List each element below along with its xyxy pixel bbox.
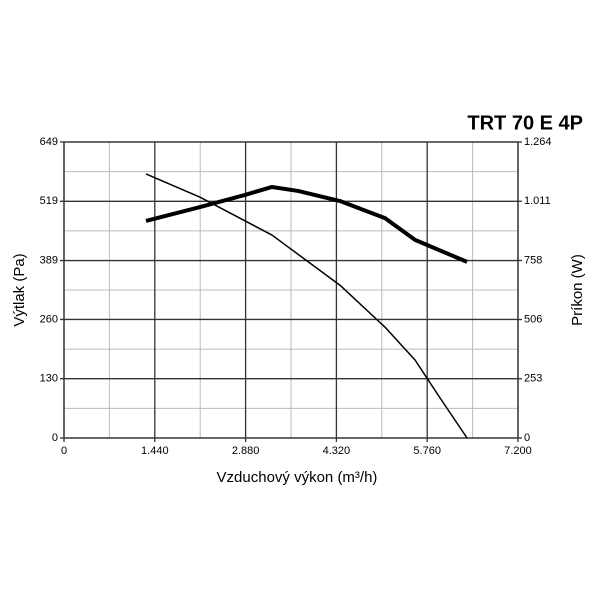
y-tick-label: 519 — [40, 195, 58, 207]
x-tick-label: 0 — [61, 445, 67, 457]
x-tick-label: 5.760 — [413, 445, 441, 457]
y-tick-label: 260 — [40, 313, 58, 325]
x-axis-label: Vzduchový výkon (m³/h) — [217, 469, 378, 486]
y2-axis-label: Príkon (W) — [569, 254, 586, 326]
x-tick-label: 2.880 — [232, 445, 260, 457]
y2-tick-label: 1.264 — [524, 136, 552, 148]
y2-tick-label: 506 — [524, 313, 542, 325]
chart-title: TRT 70 E 4P — [467, 112, 583, 134]
plot-frame — [63, 141, 519, 439]
x-tick-label: 1.440 — [141, 445, 169, 457]
y-tick-label: 649 — [40, 136, 58, 148]
y2-tick-label: 1.011 — [524, 195, 551, 207]
series-line — [145, 173, 468, 439]
x-tick-label: 4.320 — [323, 445, 351, 457]
series-line — [145, 184, 468, 264]
y-tick-label: 389 — [40, 254, 58, 266]
y-tick-label: 0 — [52, 432, 58, 444]
y2-tick-label: 253 — [524, 373, 542, 385]
x-tick-label: 7.200 — [504, 445, 532, 457]
y-tick-label: 130 — [40, 373, 58, 385]
y-axis-label: Výtlak (Pa) — [11, 253, 28, 326]
y2-tick-label: 758 — [524, 254, 542, 266]
y2-tick-label: 0 — [524, 432, 530, 444]
